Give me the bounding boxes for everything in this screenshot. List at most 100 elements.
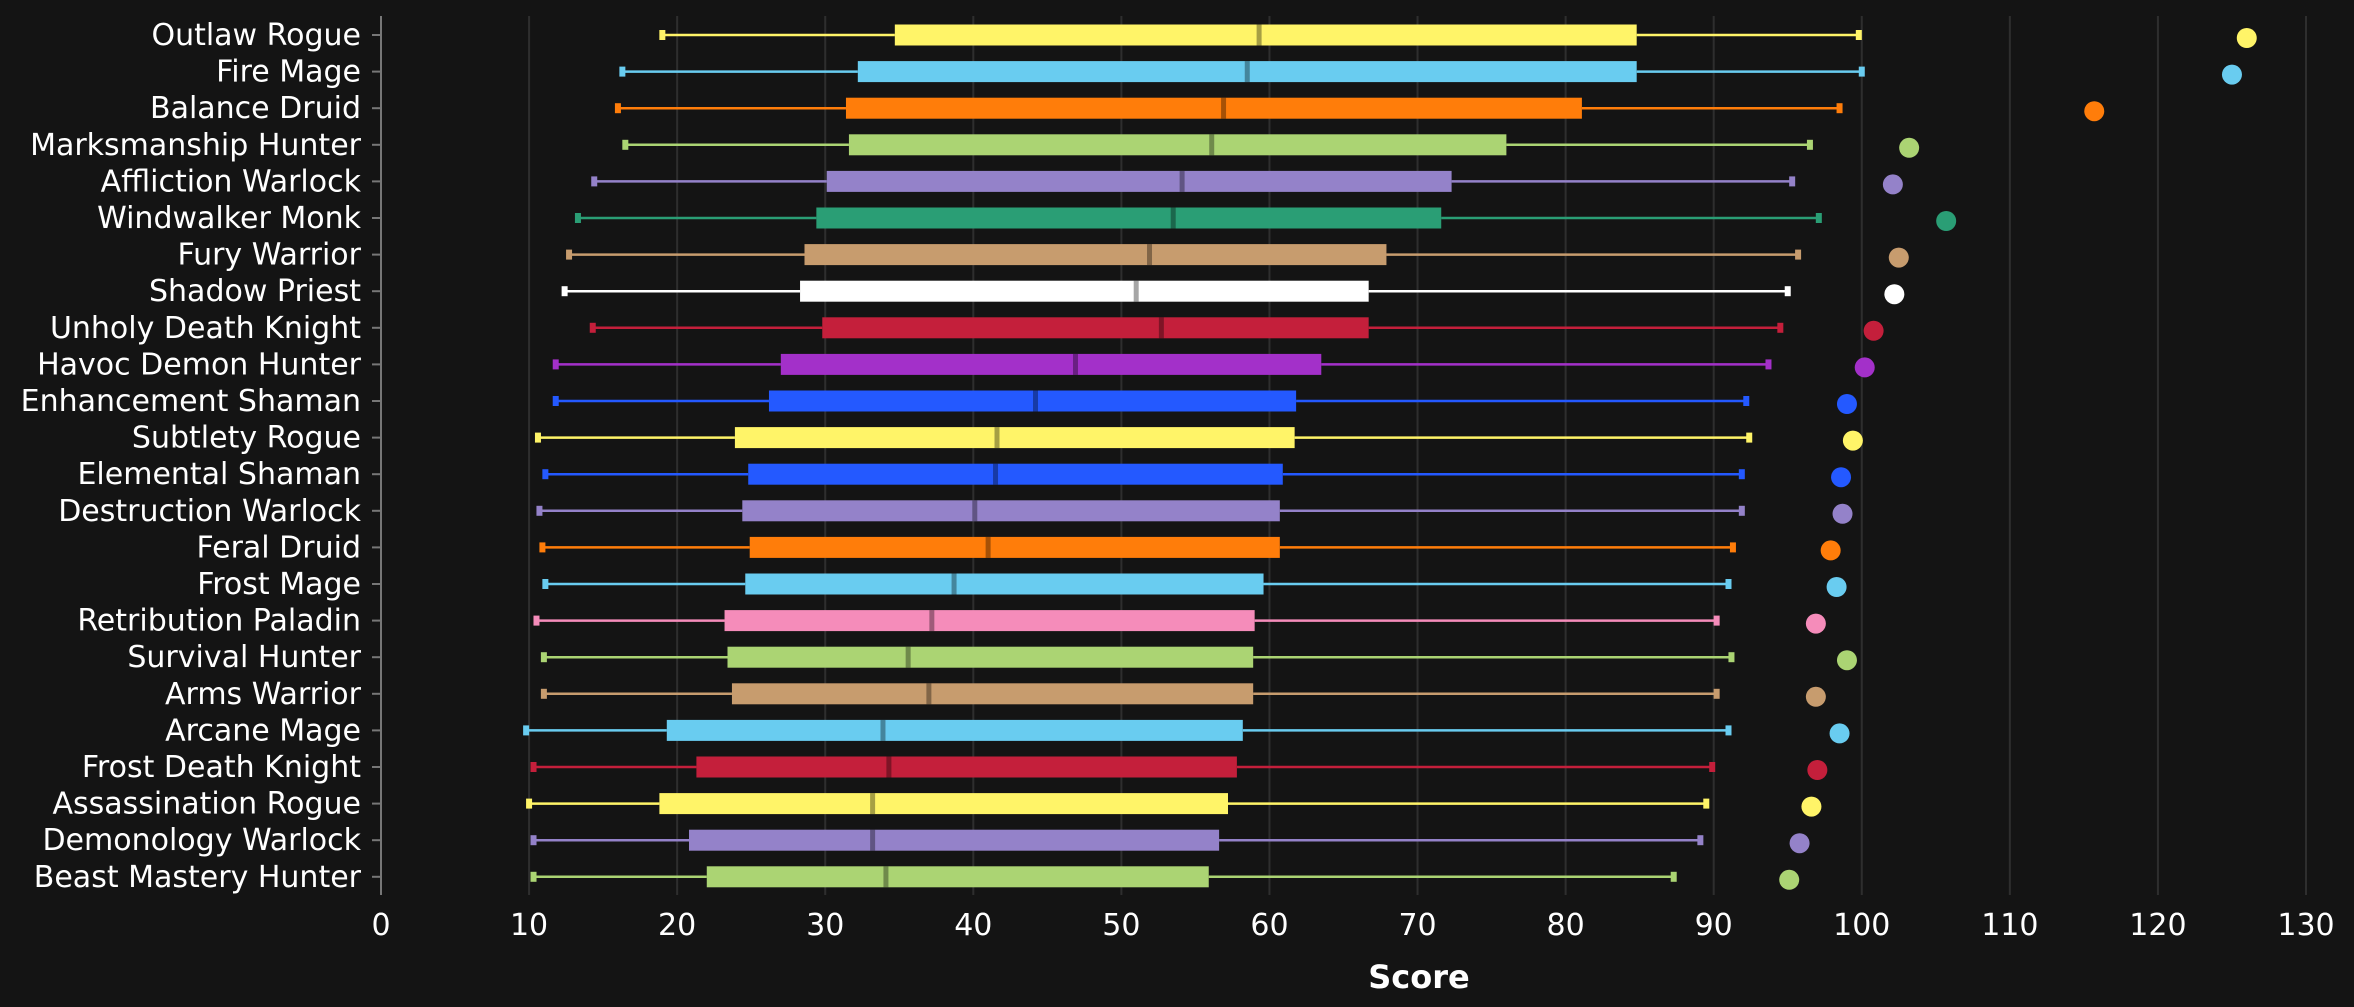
outlier-point xyxy=(1832,503,1853,524)
box-item xyxy=(614,97,1843,119)
median-mark xyxy=(1133,280,1139,302)
whisker-cap-high xyxy=(1738,469,1745,480)
box xyxy=(734,427,1295,449)
whisker-cap-low xyxy=(526,798,533,809)
whisker-cap-high xyxy=(1784,286,1791,297)
median-mark xyxy=(870,829,876,851)
median-mark xyxy=(1072,353,1078,375)
category-tick-marks xyxy=(372,34,381,878)
outlier-point xyxy=(1854,357,1875,378)
box-item xyxy=(542,463,1745,485)
x-tick-labels: 0 10 20 30 40 50 60 70 80 90 100 110 120 130 xyxy=(371,908,2334,943)
x-tick-label: 40 xyxy=(954,908,992,943)
category-label: Retribution Paladin xyxy=(77,604,361,639)
category-label: Assassination Rogue xyxy=(52,787,361,822)
category-label: Shadow Priest xyxy=(149,274,361,309)
box-item xyxy=(539,536,1736,558)
box-item xyxy=(589,317,1784,339)
category-label: Beast Mastery Hunter xyxy=(34,860,362,895)
whisker-cap-low xyxy=(539,542,546,553)
median-mark xyxy=(985,536,991,558)
whisker-cap-low xyxy=(659,30,666,40)
outlier-point xyxy=(1842,430,1863,451)
median-mark xyxy=(880,719,886,741)
box-item xyxy=(622,134,1813,156)
whisker-cap-high xyxy=(1777,322,1784,333)
box xyxy=(800,280,1369,302)
category-label: Fire Mage xyxy=(216,55,361,90)
median-mark xyxy=(994,427,1000,449)
whisker-cap-low xyxy=(614,103,621,114)
box-item xyxy=(552,353,1772,375)
box xyxy=(749,536,1280,558)
outlier-point xyxy=(2221,64,2242,85)
box xyxy=(780,353,1322,375)
outlier-point xyxy=(1888,247,1909,268)
outlier-point xyxy=(1826,577,1847,597)
whisker-cap-high xyxy=(1713,688,1720,699)
whisker-cap-low xyxy=(552,396,559,406)
box-item xyxy=(530,866,1677,888)
whisker-cap-low xyxy=(552,359,559,370)
box-item xyxy=(552,390,1750,412)
outlier-point xyxy=(1831,467,1852,488)
outlier-point xyxy=(1936,211,1957,231)
category-label: Frost Death Knight xyxy=(82,750,361,785)
median-mark xyxy=(993,463,999,485)
whisker-cap-low xyxy=(619,66,626,77)
box-item xyxy=(533,610,1720,632)
box xyxy=(768,390,1297,412)
category-label: Subtlety Rogue xyxy=(132,421,361,456)
box-item xyxy=(540,683,1720,705)
x-tick-label: 130 xyxy=(2277,908,2334,943)
whisker-cap-low xyxy=(530,835,537,846)
median-mark xyxy=(1170,207,1176,229)
outlier-point xyxy=(1829,723,1850,744)
box-item xyxy=(659,24,1862,46)
outlier-point xyxy=(1882,174,1903,195)
box-item xyxy=(540,646,1735,668)
category-label: Windwalker Monk xyxy=(97,201,362,236)
whisker-cap-low xyxy=(574,213,581,223)
whisker-cap-low xyxy=(622,139,629,150)
outlier-point xyxy=(1820,540,1841,561)
whisker-cap-high xyxy=(1855,30,1862,40)
whisker-cap-high xyxy=(1713,615,1720,626)
x-tick-label: 50 xyxy=(1102,908,1140,943)
whisker-cap-high xyxy=(1728,652,1735,663)
whisker-cap-high xyxy=(1743,396,1750,406)
category-label: Enhancement Shaman xyxy=(21,384,361,419)
outlier-point xyxy=(2084,101,2105,122)
box xyxy=(748,463,1283,485)
category-label: Frost Mage xyxy=(197,567,361,602)
whisker-cap-high xyxy=(1729,542,1736,553)
whisker-cap-high xyxy=(1858,66,1865,77)
whisker-cap-low xyxy=(566,249,573,260)
outlier-point xyxy=(1801,796,1822,817)
whisker-cap-low xyxy=(534,432,541,443)
box xyxy=(845,97,1582,119)
x-tick-label: 70 xyxy=(1398,908,1436,943)
box xyxy=(706,866,1209,888)
box xyxy=(724,610,1255,632)
median-mark xyxy=(1221,97,1227,119)
whisker-cap-high xyxy=(1815,213,1822,223)
box-item xyxy=(619,61,1865,83)
box-item xyxy=(530,756,1716,778)
whisker-cap-high xyxy=(1725,725,1732,736)
category-label: Destruction Warlock xyxy=(58,494,361,529)
category-label: Arcane Mage xyxy=(165,713,361,748)
outlier-point xyxy=(1899,137,1920,158)
x-tick-label: 90 xyxy=(1695,908,1733,943)
median-mark xyxy=(951,573,957,595)
x-tick-label: 80 xyxy=(1547,908,1585,943)
x-tick-label: 120 xyxy=(2129,908,2186,943)
box xyxy=(826,170,1452,192)
box xyxy=(745,573,1264,595)
category-label: Feral Druid xyxy=(197,530,362,565)
outlier-point xyxy=(1807,760,1828,780)
whisker-cap-low xyxy=(540,652,547,663)
box xyxy=(816,207,1442,229)
median-mark xyxy=(870,793,876,815)
box-item xyxy=(561,280,1791,302)
